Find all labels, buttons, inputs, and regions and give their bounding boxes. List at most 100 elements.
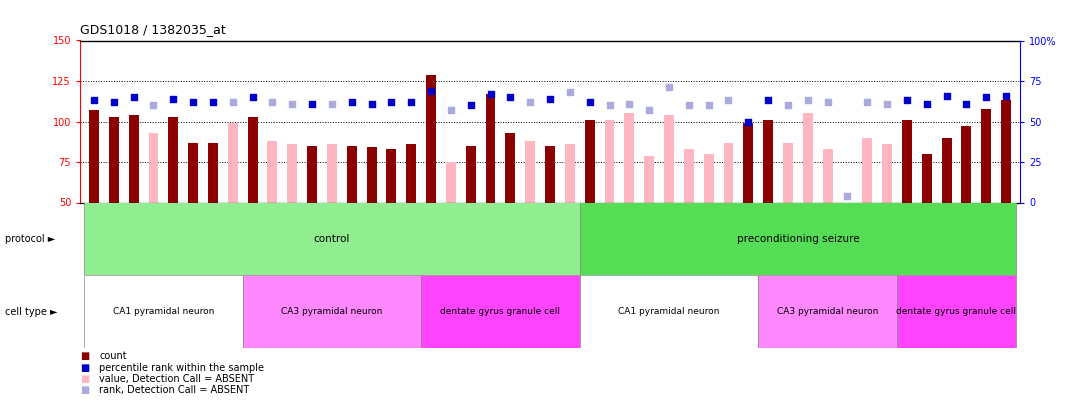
Point [204, 99, 221, 105]
Bar [327, 144, 336, 202]
Bar [267, 141, 278, 202]
Bar [169, 117, 178, 202]
Text: dentate gyrus granule cell: dentate gyrus granule cell [896, 307, 1017, 316]
Bar [882, 144, 892, 202]
Bar [625, 113, 634, 202]
Point [442, 107, 459, 113]
Text: control: control [314, 234, 350, 244]
Text: value, Detection Call = ABSENT: value, Detection Call = ABSENT [99, 374, 254, 384]
Bar [758, 275, 897, 348]
Bar [525, 141, 535, 202]
Point [502, 94, 519, 100]
Bar [128, 115, 139, 202]
Point [245, 94, 262, 100]
Point [403, 99, 420, 105]
Bar [466, 146, 475, 202]
Point [521, 99, 538, 105]
Bar [89, 110, 99, 202]
Bar [347, 146, 357, 202]
Text: CA3 pyramidal neuron: CA3 pyramidal neuron [776, 307, 878, 316]
Bar [764, 120, 773, 202]
Point [780, 102, 797, 109]
Point [363, 100, 380, 107]
Point [759, 97, 776, 104]
Bar [803, 113, 813, 202]
Bar [565, 144, 575, 202]
Text: CA1 pyramidal neuron: CA1 pyramidal neuron [113, 307, 214, 316]
Text: CA3 pyramidal neuron: CA3 pyramidal neuron [281, 307, 382, 316]
Text: ■: ■ [80, 352, 90, 361]
Bar [188, 143, 198, 202]
Bar [902, 120, 912, 202]
Bar [545, 146, 555, 202]
Point [581, 99, 598, 105]
Bar [604, 120, 614, 202]
Point [898, 97, 915, 104]
Point [264, 99, 281, 105]
Point [145, 102, 162, 109]
Text: GDS1018 / 1382035_at: GDS1018 / 1382035_at [80, 23, 225, 36]
Point [185, 99, 202, 105]
Bar [426, 75, 436, 202]
Bar [580, 202, 1016, 275]
Bar [421, 275, 580, 348]
Point [284, 100, 301, 107]
Point [918, 100, 936, 107]
Point [740, 118, 757, 125]
Point [879, 100, 896, 107]
Bar [580, 275, 758, 348]
Point [958, 100, 975, 107]
Bar [227, 123, 238, 202]
Bar [1001, 100, 1011, 202]
Bar [922, 154, 931, 202]
Point [164, 96, 182, 102]
Point [859, 99, 876, 105]
Bar [84, 275, 242, 348]
Bar [664, 115, 674, 202]
Point [977, 94, 994, 100]
Bar [109, 117, 119, 202]
Bar [644, 156, 654, 202]
Bar [208, 143, 218, 202]
Bar [822, 149, 833, 202]
Point [462, 102, 480, 109]
Text: protocol ►: protocol ► [5, 234, 56, 244]
Text: ■: ■ [80, 363, 90, 373]
Point [720, 97, 737, 104]
Point [819, 99, 836, 105]
Bar [783, 143, 792, 202]
Point [125, 94, 142, 100]
Point [701, 102, 718, 109]
Text: cell type ►: cell type ► [5, 307, 58, 317]
Point [324, 100, 341, 107]
Bar [584, 120, 595, 202]
Point [106, 99, 123, 105]
Bar [961, 126, 972, 202]
Point [382, 99, 399, 105]
Point [562, 89, 579, 96]
Point [343, 99, 360, 105]
Text: ■: ■ [80, 386, 90, 395]
Text: ■: ■ [80, 374, 90, 384]
Bar [942, 138, 952, 202]
Bar [505, 133, 516, 202]
Point [799, 97, 816, 104]
Text: rank, Detection Call = ABSENT: rank, Detection Call = ABSENT [99, 386, 250, 395]
Bar [723, 143, 734, 202]
Bar [242, 275, 421, 348]
Bar [704, 154, 713, 202]
Bar [406, 144, 417, 202]
Bar [308, 146, 317, 202]
Bar [843, 202, 852, 214]
Bar [148, 133, 158, 202]
Point [621, 100, 638, 107]
Point [601, 102, 618, 109]
Point [838, 193, 855, 199]
Bar [366, 147, 377, 202]
Point [423, 87, 440, 94]
Point [482, 91, 499, 97]
Point [303, 100, 320, 107]
Point [660, 84, 677, 91]
Point [680, 102, 697, 109]
Bar [684, 149, 694, 202]
